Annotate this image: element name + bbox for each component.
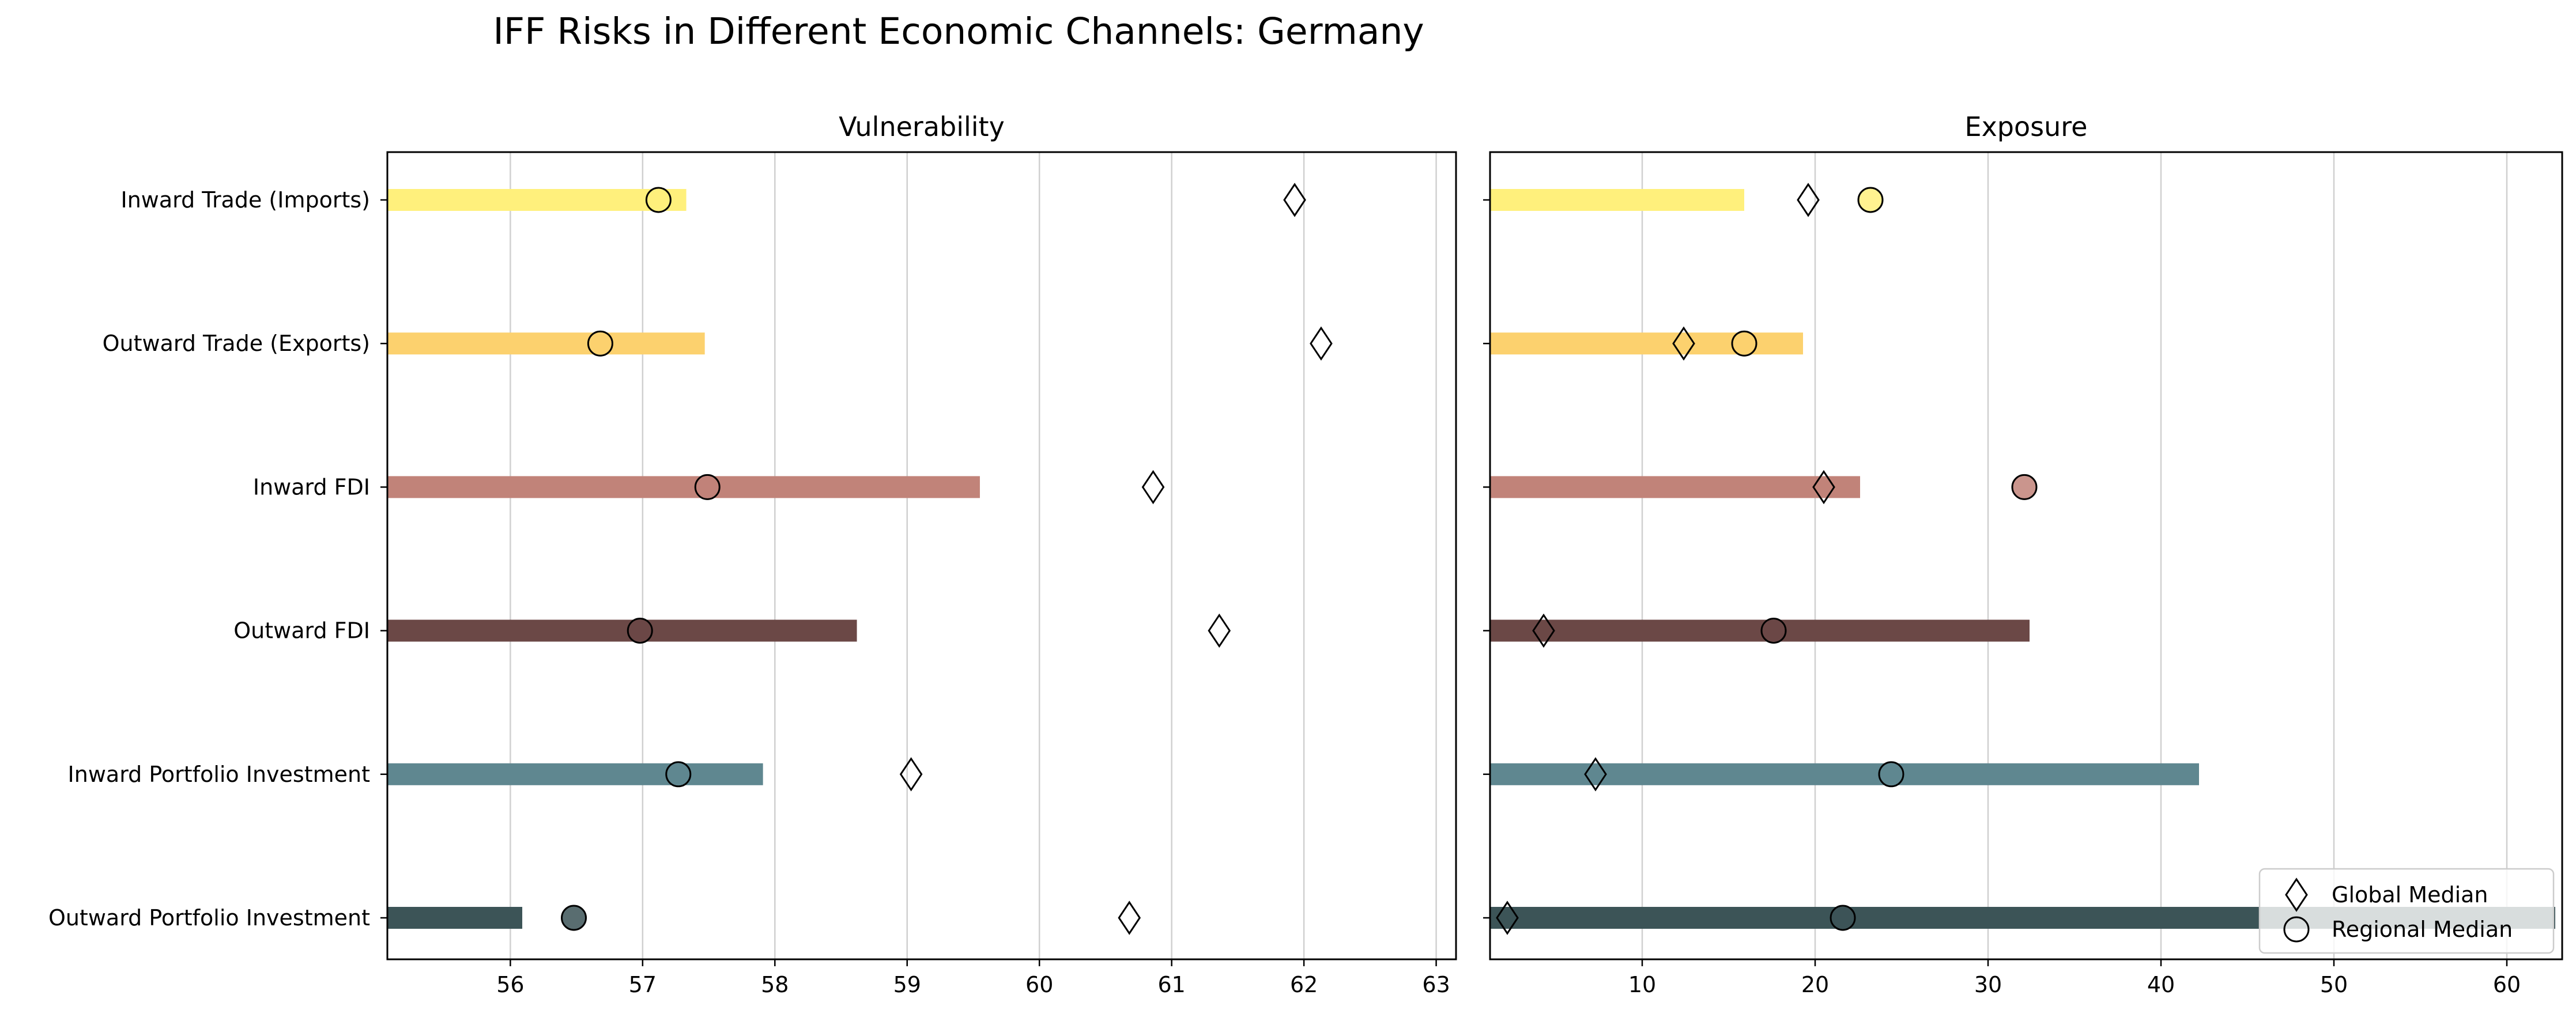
x-tick-label: 10 xyxy=(1628,972,1656,997)
regional-median-marker xyxy=(561,905,587,931)
panel-title: Exposure xyxy=(1965,111,2088,142)
panel-title: Vulnerability xyxy=(839,111,1005,142)
bar-inward-fdi xyxy=(1490,476,1860,498)
legend: Global Median Regional Median xyxy=(2258,868,2555,954)
bar-inward-portfolio-investment xyxy=(1490,763,2199,785)
regional-median-marker xyxy=(1731,330,1757,357)
global-median-marker xyxy=(1532,613,1555,648)
x-tick-label: 57 xyxy=(629,972,657,997)
global-median-marker xyxy=(1672,326,1695,361)
x-tick-label: 62 xyxy=(1290,972,1318,997)
bar-outward-fdi xyxy=(387,619,857,642)
regional-median-marker xyxy=(1878,761,1904,788)
y-tick-label: Outward Trade (Exports) xyxy=(103,331,370,356)
x-tick-label: 59 xyxy=(893,972,921,997)
global-median-marker xyxy=(1283,183,1306,217)
bar-inward-trade-imports xyxy=(387,189,687,211)
y-tick-label: Inward Portfolio Investment xyxy=(68,762,370,787)
global-median-marker xyxy=(1797,183,1820,217)
x-tick-label: 60 xyxy=(1025,972,1053,997)
legend-circle-icon xyxy=(2283,916,2310,943)
chart-title: IFF Risks in Different Economic Channels… xyxy=(493,10,1424,52)
x-tick-label: 20 xyxy=(1801,972,1829,997)
regional-median-marker xyxy=(694,474,721,500)
global-median-marker xyxy=(1310,326,1333,361)
x-tick-label: 40 xyxy=(2147,972,2175,997)
bar-inward-fdi xyxy=(387,476,980,498)
y-tick-label: Outward Portfolio Investment xyxy=(48,905,370,931)
bar-inward-trade-imports xyxy=(1490,189,1744,211)
panel-vulnerability: Vulnerability Inward Trade (Imports) Outwa… xyxy=(48,111,1457,997)
global-median-marker xyxy=(1812,470,1835,505)
y-tick-label: Inward FDI xyxy=(253,474,370,500)
legend-label: Regional Median xyxy=(2332,917,2513,942)
regional-median-marker xyxy=(1830,905,1856,931)
plot-frame xyxy=(386,151,1457,960)
x-tick-label: 61 xyxy=(1157,972,1185,997)
regional-median-marker xyxy=(587,330,613,357)
bar-outward-fdi xyxy=(1490,619,2030,642)
regional-median-marker xyxy=(665,761,692,788)
global-median-marker xyxy=(1118,901,1141,935)
x-tick-label: 60 xyxy=(2493,972,2521,997)
regional-median-marker xyxy=(1760,618,1787,644)
y-tick-label: Outward FDI xyxy=(233,618,370,644)
legend-diamond-icon xyxy=(2285,878,2308,912)
global-median-marker xyxy=(1496,901,1519,935)
global-median-marker xyxy=(1208,613,1231,648)
x-tick-label: 58 xyxy=(761,972,789,997)
regional-median-marker xyxy=(645,187,672,213)
plot-frame xyxy=(1489,151,2563,960)
legend-label: Global Median xyxy=(2332,882,2488,907)
x-tick-label: 30 xyxy=(1974,972,2002,997)
legend-box xyxy=(2258,868,2555,954)
global-median-marker xyxy=(1141,470,1165,505)
y-tick-label: Inward Trade (Imports) xyxy=(121,187,371,213)
bar-outward-trade-exports xyxy=(387,332,705,355)
regional-median-marker xyxy=(2011,474,2038,500)
global-median-marker xyxy=(899,757,923,792)
regional-median-marker xyxy=(627,618,653,644)
x-tick-label: 56 xyxy=(496,972,524,997)
bar-outward-portfolio-investment xyxy=(387,907,523,929)
bar-inward-portfolio-investment xyxy=(387,763,763,785)
x-tick-label: 50 xyxy=(2320,972,2348,997)
regional-median-marker xyxy=(1857,187,1884,213)
x-tick-label: 63 xyxy=(1422,972,1450,997)
global-median-marker xyxy=(1584,757,1607,792)
